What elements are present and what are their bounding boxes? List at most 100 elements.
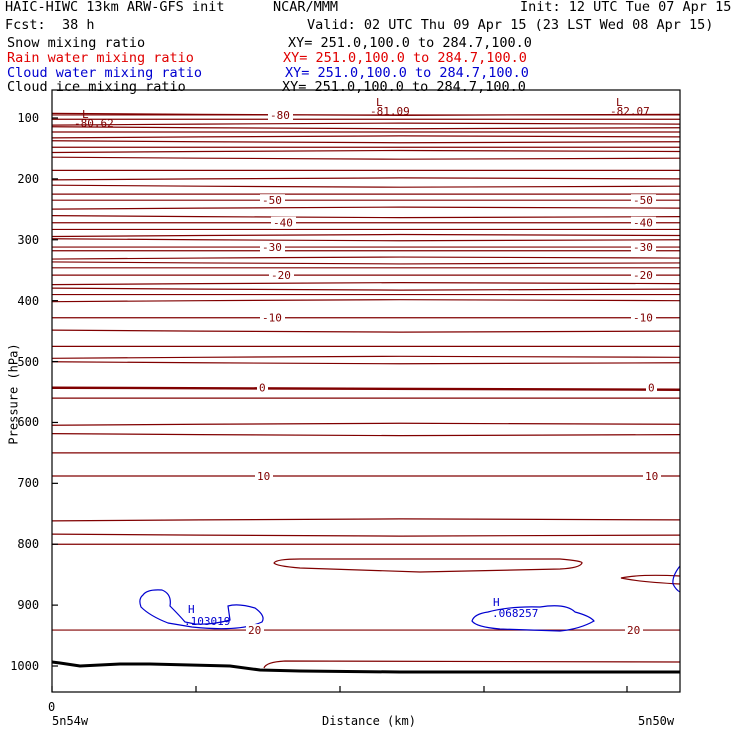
extremum-value: .103019 (184, 615, 230, 628)
cloud-water-contour-left (139, 589, 264, 630)
y-tick-label: 100 (17, 111, 40, 125)
y-axis-label: Pressure (hPa) (6, 343, 21, 445)
field-xy-snow: XY= 251.0,100.0 to 284.7,100.0 (288, 35, 532, 51)
temperature-contour-line (51, 533, 681, 537)
contour-label-gap (625, 624, 643, 637)
near-surface-contour (263, 660, 681, 669)
contour-label: 0 (648, 382, 655, 395)
extremum-value: -81.09 (370, 105, 410, 118)
cloud-water-contours (139, 565, 681, 632)
field-xy-rain: XY= 251.0,100.0 to 284.7,100.0 (283, 50, 527, 66)
pressure-axis-ticks (52, 117, 58, 667)
contour-label: 20 (627, 624, 640, 637)
contour-label-gap (631, 216, 656, 229)
right-edge-contour (620, 574, 681, 585)
contour-label: -50 (633, 194, 653, 207)
temperature-contour-line (51, 355, 681, 359)
x-left-label: 5n54w (52, 714, 89, 728)
contour-label: -50 (262, 194, 282, 207)
contour-label-gap (260, 241, 285, 254)
forecast-hour: 38 h (62, 17, 95, 33)
plot-frame (51, 89, 681, 693)
contour-label-gap (643, 470, 661, 483)
x-tick-label-zero: 0 (48, 700, 56, 714)
org-label: NCAR/MMM (273, 0, 339, 15)
contour-label: -10 (262, 312, 282, 325)
temperature-contour-line (51, 177, 681, 181)
temperature-contour-line (51, 135, 681, 139)
contour-label-gap (260, 194, 285, 207)
field-xy-cloud-ice: XY= 251.0,100.0 to 284.7,100.0 (282, 79, 526, 95)
contour-label-gap (255, 470, 273, 483)
contour-label-gap (631, 311, 656, 324)
field-name-cloud-ice: Cloud ice mixing ratio (7, 79, 186, 95)
valid-time: Valid: 02 UTC Thu 09 Apr 15 (23 LST Wed … (307, 17, 714, 33)
temperature-contour-line (51, 422, 681, 426)
y-tick-label: 900 (17, 598, 40, 613)
temperature-contour-line (51, 156, 681, 160)
extremum-value: -80.62 (74, 117, 114, 130)
temperature-contour-line (51, 206, 681, 210)
temperature-contours (51, 112, 681, 545)
field-xy-cloud-water: XY= 251.0,100.0 to 284.7,100.0 (285, 65, 529, 81)
contour-label-gap (631, 241, 656, 254)
field-name-snow: Snow mixing ratio (7, 35, 146, 51)
extremum-symbol: H (188, 603, 195, 616)
field-name-cloud-water: Cloud water mixing ratio (7, 65, 203, 81)
y-tick-label: 600 (17, 415, 40, 430)
temperature-contour-line (51, 329, 681, 333)
contour-label: -40 (633, 217, 653, 230)
extremum-symbol: L (616, 96, 623, 109)
contour-label: 20 (248, 624, 261, 637)
contour-label-gap (257, 381, 268, 394)
contour-label: -20 (271, 269, 291, 282)
y-tick-label: 1000 (10, 659, 40, 673)
warm-cell-contour (273, 558, 583, 573)
temperature-contour-line (51, 518, 681, 522)
temperature-contour-line (51, 184, 681, 188)
temperature-contour-line (51, 233, 681, 238)
field-name-rain: Rain water mixing ratio (7, 50, 194, 66)
extremum-value: .068257 (492, 607, 538, 620)
init-time: Init: 12 UTC Tue 07 Apr 15 (520, 0, 732, 15)
contour-label: -30 (262, 241, 282, 254)
temperature-contour-line (51, 433, 681, 437)
y-tick-label: 200 (17, 171, 40, 186)
cloud-water-contour-right (471, 605, 595, 632)
extremum-symbol: H (493, 596, 500, 609)
labeled-temperature-contours (51, 114, 681, 631)
extremum-symbol: L (82, 108, 89, 121)
cloud-water-contour-edge (672, 565, 681, 593)
contour-label: -20 (633, 269, 653, 282)
temperature-contour-line (51, 287, 681, 291)
contour-label-gap (260, 311, 285, 324)
contour-label-gap (271, 216, 296, 229)
extremum-symbol: L (376, 96, 383, 109)
temperature-contour-line (51, 299, 681, 303)
distance-axis-ticks (51, 686, 628, 692)
extremum-value: -82.07 (610, 105, 650, 118)
closed-temperature-contours (263, 558, 681, 669)
temperature-contour-line (51, 238, 681, 242)
y-tick-label: 800 (17, 537, 40, 552)
contour-label-gap (268, 108, 293, 121)
temperature-contour-line (51, 140, 681, 144)
temperature-contour-line (51, 126, 681, 130)
y-tick-label: 500 (17, 354, 40, 369)
y-tick-label: 300 (17, 232, 40, 247)
terrain-surface-line (51, 660, 680, 674)
contour-label-gap (631, 269, 656, 282)
contour-label-gap (646, 381, 657, 394)
temperature-contour-line (51, 256, 681, 260)
contour-label: 0 (259, 382, 266, 395)
model-title: HAIC-HIWC 13km ARW-GFS init (5, 0, 225, 15)
contour-label: -40 (273, 217, 293, 230)
temperature-contour-line (51, 282, 681, 286)
temperature-contour-line (51, 361, 681, 365)
x-axis-label: Distance (km) (322, 714, 416, 728)
contour-label: -80 (270, 109, 290, 122)
contour-label: 10 (257, 470, 270, 483)
contour-label: 10 (645, 470, 658, 483)
temperature-contour-line (51, 261, 681, 265)
